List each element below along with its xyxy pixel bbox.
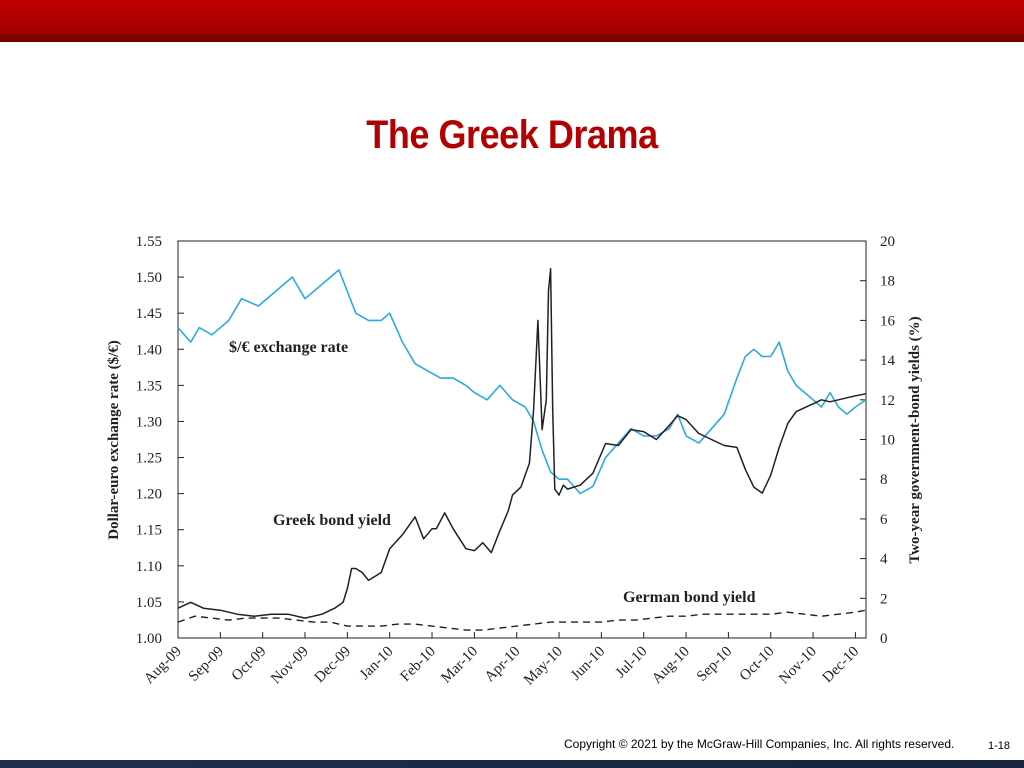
x-tick-label: Mar-10 xyxy=(438,644,481,687)
y-right-tick-label: 8 xyxy=(880,472,888,488)
x-tick-label: Aug-09 xyxy=(141,644,185,688)
y-right-tick-label: 16 xyxy=(880,313,896,329)
y-right-tick-label: 2 xyxy=(880,591,888,607)
slide-title: The Greek Drama xyxy=(366,113,658,157)
y-right-tick-label: 18 xyxy=(880,274,895,290)
y-right-tick-label: 4 xyxy=(880,552,888,568)
y-right-tick-label: 12 xyxy=(880,393,895,409)
y-left-tick-label: 1.45 xyxy=(136,306,162,322)
copyright-notice: Copyright © 2021 by the McGraw-Hill Comp… xyxy=(564,737,955,751)
exchange-rate-line xyxy=(177,269,867,495)
y-right-tick-label: 6 xyxy=(880,512,888,528)
y-left-tick-label: 1.40 xyxy=(136,342,162,358)
greek-bond-yield-annotation: Greek bond yield xyxy=(273,512,391,529)
x-tick-label: Oct-10 xyxy=(737,644,778,685)
y-left-tick-label: 1.20 xyxy=(136,487,162,503)
header-bar xyxy=(0,0,1024,42)
x-tick-label: Dec-10 xyxy=(820,644,863,687)
x-tick-label: Jun-10 xyxy=(568,644,608,684)
x-tick-label: May-10 xyxy=(521,644,566,689)
x-tick-label: Nov-10 xyxy=(776,644,820,688)
x-tick-label: Jan-10 xyxy=(357,644,397,684)
plot-frame xyxy=(177,240,867,639)
y-right-tick-label: 20 xyxy=(880,234,895,250)
german-bond-yield-line xyxy=(177,609,867,631)
x-tick-label: Sep-09 xyxy=(186,644,227,685)
footer-bar xyxy=(0,760,1024,768)
german-bond-yield-annotation: German bond yield xyxy=(623,589,756,606)
y-left-tick-label: 1.55 xyxy=(136,234,162,250)
x-tick-label: Apr-10 xyxy=(482,644,524,686)
y-left-tick-label: 1.10 xyxy=(136,559,162,575)
x-tick-label: Jul-10 xyxy=(613,644,651,682)
x-tick-label: Feb-10 xyxy=(397,644,438,685)
y-left-tick-label: 1.30 xyxy=(136,414,162,430)
x-tick-label: Aug-10 xyxy=(649,644,693,688)
exchange-rate-annotation: $/€ exchange rate xyxy=(229,339,348,356)
x-tick-label: Oct-09 xyxy=(229,644,270,685)
y-left-tick-label: 1.05 xyxy=(136,595,162,611)
y-left-tick-label: 1.00 xyxy=(136,631,162,647)
y-left-tick-label: 1.25 xyxy=(136,451,162,467)
greek-bond-yield-line xyxy=(177,268,867,619)
page-number: 1-18 xyxy=(988,740,1011,752)
y-right-tick-label: 0 xyxy=(880,631,888,647)
y-left-tick-label: 1.15 xyxy=(136,523,162,539)
y-right-tick-label: 10 xyxy=(880,433,895,449)
x-tick-label: Dec-09 xyxy=(312,644,355,687)
y-left-tick-label: 1.50 xyxy=(136,270,162,286)
y-right-axis-label: Two-year government-bond yields (%) xyxy=(907,316,923,563)
x-tick-label: Nov-09 xyxy=(268,644,312,688)
y-left-tick-label: 1.35 xyxy=(136,378,162,394)
y-right-tick-label: 14 xyxy=(880,353,896,369)
x-tick-label: Sep-10 xyxy=(694,644,735,685)
y-left-axis-label: Dollar-euro exchange rate ($/€) xyxy=(106,340,122,540)
